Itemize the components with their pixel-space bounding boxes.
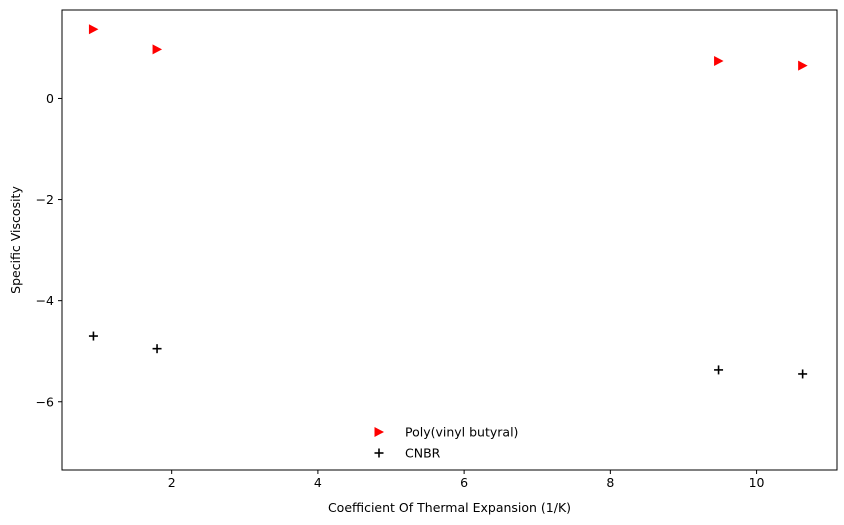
- data-point: [88, 331, 98, 341]
- y-tick-label: −6: [36, 394, 54, 409]
- x-axis-label: Coefficient Of Thermal Expansion (1/K): [328, 500, 571, 515]
- x-tick-label: 2: [168, 475, 176, 490]
- y-tick-label: −2: [36, 192, 54, 207]
- data-point: [798, 60, 808, 71]
- x-tick-label: 4: [314, 475, 322, 490]
- data-points: [88, 24, 808, 379]
- plot-frame: [61, 9, 838, 471]
- y-tick-label: −4: [36, 293, 54, 308]
- x-tick-label: 10: [749, 475, 765, 490]
- data-point: [714, 56, 724, 67]
- legend-label: CNBR: [405, 446, 441, 461]
- data-point: [152, 44, 163, 55]
- legend-marker: [374, 448, 384, 458]
- legend-label: Poly(vinyl butyral): [405, 425, 518, 440]
- data-point: [88, 24, 99, 35]
- legend-marker: [374, 427, 384, 437]
- legend: Poly(vinyl butyral) CNBR: [374, 425, 518, 461]
- data-point: [714, 365, 724, 375]
- data-point: [798, 369, 808, 379]
- y-axis-ticks: 0 −2 −4 −6: [36, 91, 62, 409]
- x-tick-label: 8: [606, 475, 614, 490]
- x-tick-label: 6: [460, 475, 468, 490]
- y-axis-label: Specific Viscosity: [8, 186, 23, 294]
- data-point: [152, 344, 162, 354]
- y-tick-label: 0: [46, 91, 54, 106]
- x-axis-ticks: 2 4 6 8 10: [168, 470, 765, 490]
